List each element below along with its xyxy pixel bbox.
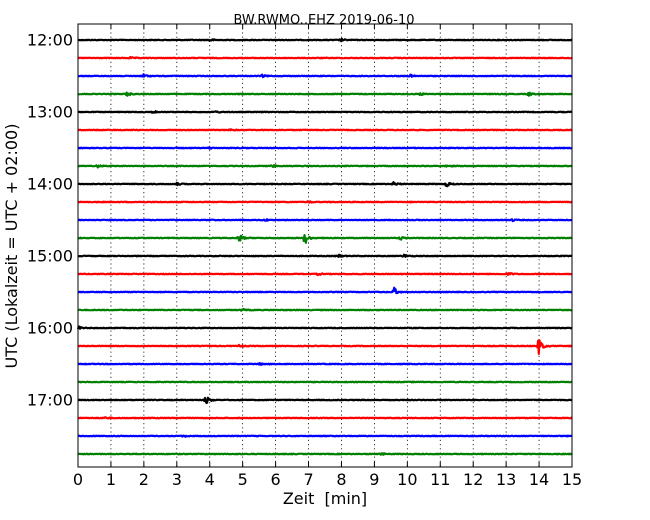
x-tick-label: 1	[106, 470, 116, 489]
x-tick-label: 0	[73, 470, 83, 489]
trace-1215	[77, 55, 573, 60]
x-tick-label: 12	[463, 470, 483, 489]
trace-1300	[77, 110, 573, 114]
x-tick-label: 4	[205, 470, 215, 489]
x-tick-label: 15	[562, 470, 582, 489]
trace-1545	[77, 307, 573, 312]
trace-1245	[77, 91, 573, 97]
trace-1515	[77, 272, 573, 277]
x-tick-label: 6	[271, 470, 281, 489]
plot-frame	[77, 23, 573, 468]
x-tick-label: 3	[172, 470, 182, 489]
trace-1745	[77, 452, 573, 456]
trace-1500	[77, 253, 573, 258]
y-axis-label: UTC (Lokalzeit = UTC + 02:00)	[2, 124, 21, 369]
x-tick-label: 8	[336, 470, 346, 489]
trace-1615	[77, 339, 573, 355]
trace-1330	[77, 146, 573, 150]
trace-1200	[77, 37, 573, 43]
trace-1700	[77, 396, 573, 405]
trace-1400	[77, 181, 573, 188]
y-tick-label: 16:00	[27, 319, 73, 338]
x-tick-label: 11	[430, 470, 450, 489]
trace-1730	[77, 434, 573, 438]
x-tick-label: 9	[369, 470, 379, 489]
chart-title: BW.RWMO..EHZ 2019-06-10	[233, 13, 414, 28]
trace-1530	[77, 286, 573, 295]
trace-1600	[76, 325, 573, 330]
trace-1630	[77, 362, 573, 366]
x-axis: 0 1 2 3 4 5 6 7 8 9 10 11 12 13 14 15	[73, 24, 582, 489]
x-tick-label: 5	[238, 470, 248, 489]
trace-1445	[77, 234, 573, 244]
x-tick-label: 10	[397, 470, 417, 489]
y-tick-label: 14:00	[27, 175, 73, 194]
trace-1715	[77, 416, 573, 420]
trace-1315	[77, 128, 573, 132]
x-tick-label: 7	[303, 470, 313, 489]
x-tick-label: 2	[139, 470, 149, 489]
trace-1345	[77, 164, 573, 169]
y-axis: 12:00 13:00 14:00 15:00 16:00 17:00	[27, 31, 572, 410]
trace-1230	[77, 73, 573, 79]
x-tick-label: 14	[529, 470, 549, 489]
traces-group	[76, 37, 573, 456]
y-tick-label: 13:00	[27, 103, 73, 122]
y-tick-label: 17:00	[27, 391, 73, 410]
trace-1415	[77, 200, 573, 204]
y-tick-label: 12:00	[27, 31, 73, 50]
trace-1430	[77, 218, 573, 223]
y-tick-label: 15:00	[27, 247, 73, 266]
trace-1645	[77, 380, 573, 384]
x-axis-label: Zeit [min]	[283, 489, 367, 508]
x-tick-label: 13	[496, 470, 516, 489]
